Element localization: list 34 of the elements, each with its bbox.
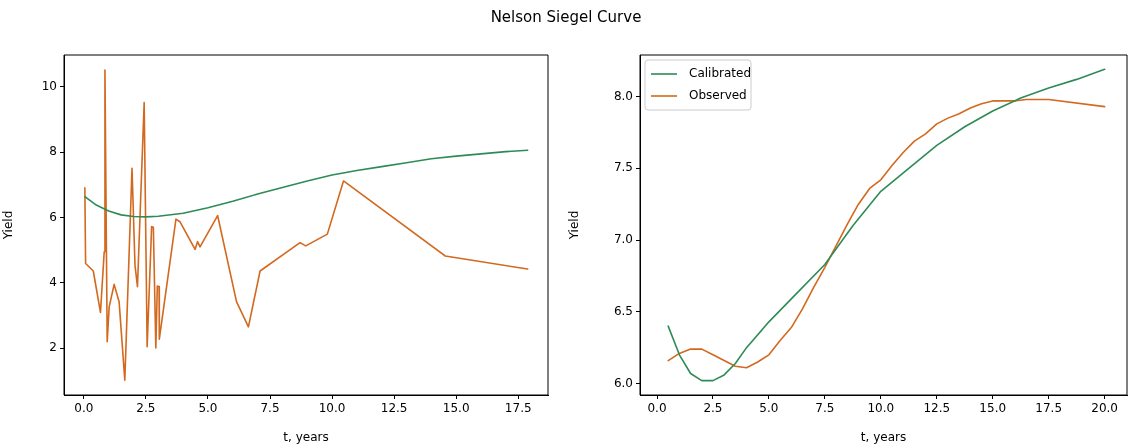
x-tick-label: 10.0 xyxy=(867,401,895,416)
x-tick-label: 2.5 xyxy=(136,401,156,416)
y-axis-title: Yield xyxy=(1,210,16,241)
legend-label: Calibrated xyxy=(689,66,752,81)
x-tick-label: 7.5 xyxy=(260,401,280,416)
x-tick-label: 15.0 xyxy=(979,401,1007,416)
y-tick-label: 8 xyxy=(49,144,57,159)
x-tick-label: 20.0 xyxy=(1091,401,1118,416)
y-tick-label: 6 xyxy=(49,209,57,224)
x-tick-label: 12.5 xyxy=(380,401,408,416)
x-tick-label: 5.0 xyxy=(759,401,779,416)
y-tick-label: 8.0 xyxy=(613,88,633,103)
x-tick-label: 0.0 xyxy=(647,401,667,416)
x-tick-label: 17.5 xyxy=(504,401,532,416)
chart-title: Nelson Siegel Curve xyxy=(489,8,643,26)
x-tick-label: 0.0 xyxy=(74,401,94,416)
x-tick-label: 2.5 xyxy=(703,401,723,416)
y-tick-label: 2 xyxy=(49,340,57,355)
y-tick-label: 7.5 xyxy=(613,160,633,175)
y-tick-label: 6.5 xyxy=(613,303,633,318)
y-tick-label: 4 xyxy=(49,274,57,289)
y-tick-label: 7.0 xyxy=(613,232,633,247)
x-tick-label: 17.5 xyxy=(1035,401,1063,416)
y-tick-label: 10 xyxy=(41,79,57,94)
legend-label: Observed xyxy=(689,88,747,103)
x-tick-label: 7.5 xyxy=(815,401,835,416)
y-tick-label: 6.0 xyxy=(613,375,633,390)
x-tick-label: 12.5 xyxy=(923,401,951,416)
x-tick-label: 10.0 xyxy=(318,401,346,416)
y-axis-title: Yield xyxy=(567,210,582,241)
x-axis-title: t, years xyxy=(860,429,907,444)
x-tick-label: 15.0 xyxy=(442,401,470,416)
x-tick-label: 5.0 xyxy=(198,401,218,416)
x-axis-title: t, years xyxy=(283,429,329,444)
